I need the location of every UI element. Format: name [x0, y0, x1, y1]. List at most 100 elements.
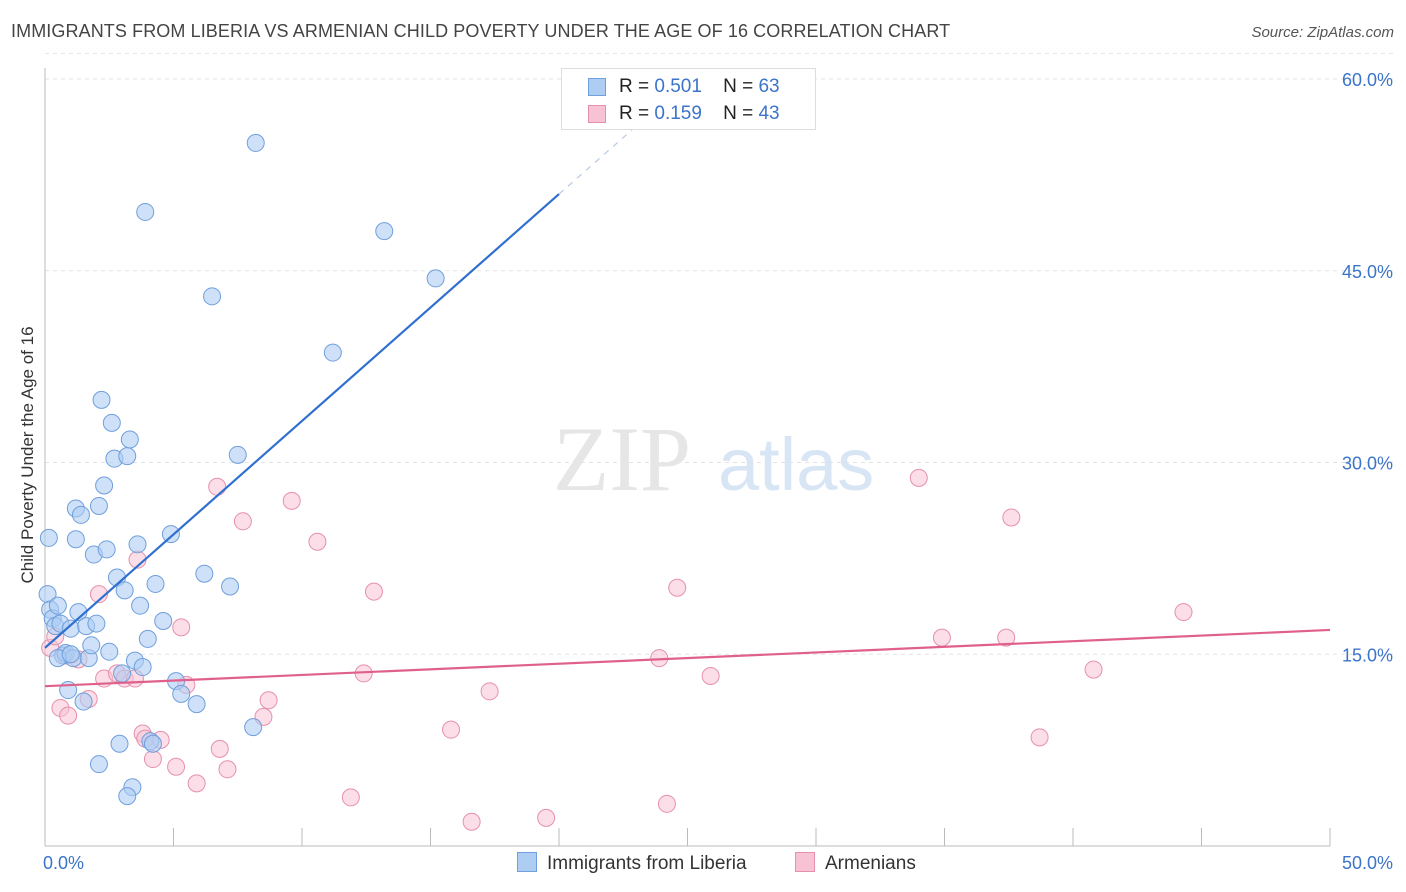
data-point-armenians	[1030, 728, 1049, 747]
data-point-liberia	[118, 787, 137, 806]
data-point-liberia	[115, 581, 134, 600]
data-point-armenians	[187, 774, 206, 793]
data-point-armenians	[1174, 603, 1193, 622]
data-point-armenians	[233, 512, 252, 531]
data-point-liberia	[61, 619, 80, 638]
data-point-liberia	[71, 505, 90, 524]
data-point-liberia	[92, 390, 111, 409]
legend-r-value: 0.501	[654, 76, 702, 97]
data-point-liberia	[228, 445, 247, 464]
data-point-liberia	[138, 629, 157, 648]
data-point-liberia	[133, 658, 152, 677]
data-point-armenians	[218, 760, 237, 779]
data-point-liberia	[375, 222, 394, 241]
trend-line-liberia-extension	[558, 125, 637, 195]
y-tick-label: 30.0%	[1342, 454, 1393, 474]
data-point-armenians	[701, 666, 720, 685]
data-point-liberia	[143, 734, 162, 753]
legend-swatch-pink	[795, 852, 815, 872]
data-point-armenians	[480, 682, 499, 701]
legend-r-label: R =	[619, 103, 650, 124]
data-point-liberia	[95, 476, 114, 495]
data-point-liberia	[136, 202, 155, 221]
legend-swatch-blue	[517, 852, 537, 872]
data-point-liberia	[120, 430, 139, 449]
data-point-liberia	[323, 343, 342, 362]
source-note: Source: ZipAtlas.com	[1251, 24, 1394, 41]
data-point-armenians	[1084, 660, 1103, 679]
data-point-liberia	[187, 695, 206, 714]
data-point-liberia	[100, 642, 119, 661]
data-point-armenians	[442, 720, 461, 739]
data-point-liberia	[154, 612, 173, 631]
data-point-liberia	[426, 269, 445, 288]
legend-label-armenians: Armenians	[825, 853, 916, 874]
legend-n-label: N =	[723, 76, 754, 97]
series-liberia	[38, 133, 445, 806]
series-legend: Immigrants from Liberia Armenians	[0, 852, 1406, 876]
data-point-liberia	[131, 596, 150, 615]
data-point-liberia	[203, 287, 222, 306]
data-point-liberia	[118, 447, 137, 466]
data-point-liberia	[221, 577, 240, 596]
data-point-liberia	[128, 535, 147, 554]
legend-item-armenians: Armenians	[795, 852, 916, 875]
data-point-liberia	[66, 530, 85, 549]
data-point-liberia	[74, 692, 93, 711]
legend-n-value: 63	[758, 76, 780, 97]
data-point-liberia	[172, 684, 191, 703]
data-point-liberia	[87, 614, 106, 633]
data-point-liberia	[246, 133, 265, 152]
data-point-liberia	[89, 755, 108, 774]
series-armenians	[41, 468, 1193, 831]
data-point-armenians	[462, 812, 481, 831]
chart-title: IMMIGRANTS FROM LIBERIA VS ARMENIAN CHIL…	[11, 21, 951, 41]
legend-item-liberia: Immigrants from Liberia	[517, 852, 747, 875]
data-point-armenians	[172, 618, 191, 637]
legend-r-label: R =	[619, 76, 650, 97]
data-point-liberia	[244, 718, 263, 737]
data-point-armenians	[341, 788, 360, 807]
data-point-liberia	[113, 664, 132, 683]
data-point-liberia	[48, 596, 67, 615]
data-point-liberia	[146, 574, 165, 593]
data-point-armenians	[668, 578, 687, 597]
data-point-armenians	[308, 532, 327, 551]
trend-lines	[44, 125, 1331, 688]
legend-swatch-pink	[588, 105, 606, 123]
correlation-legend: R = 0.501 N = 63 R = 0.159 N = 43	[561, 68, 816, 130]
data-point-liberia	[102, 413, 121, 432]
legend-n-value: 43	[758, 103, 780, 124]
data-point-armenians	[657, 794, 676, 813]
data-point-liberia	[82, 636, 101, 655]
data-point-liberia	[61, 645, 80, 664]
legend-swatch-blue	[588, 78, 606, 96]
data-point-armenians	[210, 739, 229, 758]
watermark: ZIP atlas	[553, 408, 874, 510]
data-point-armenians	[1002, 508, 1021, 527]
legend-n-label: N =	[723, 103, 754, 124]
legend-label-liberia: Immigrants from Liberia	[547, 853, 747, 874]
data-point-armenians	[167, 757, 186, 776]
x-tick-label: 50.0%	[1342, 853, 1393, 873]
data-point-armenians	[537, 808, 556, 827]
legend-r-value: 0.159	[654, 103, 702, 124]
y-tick-label: 60.0%	[1342, 70, 1393, 90]
tick-labels: 15.0% 30.0% 45.0% 60.0% 0.0% 50.0%	[43, 70, 1393, 873]
watermark-zip: ZIP	[553, 408, 691, 510]
data-point-armenians	[364, 582, 383, 601]
data-point-armenians	[282, 491, 301, 510]
data-point-armenians	[59, 706, 78, 725]
data-point-liberia	[110, 734, 129, 753]
watermark-atlas: atlas	[718, 423, 874, 506]
axes	[44, 68, 1331, 847]
trend-line-armenians	[44, 628, 1331, 688]
data-point-armenians	[909, 468, 928, 487]
data-point-liberia	[97, 540, 116, 559]
trend-line-liberia	[44, 193, 560, 649]
data-point-liberia	[89, 496, 108, 515]
x-tick-label: 0.0%	[43, 853, 84, 873]
data-point-liberia	[39, 528, 58, 547]
data-point-liberia	[161, 525, 180, 544]
